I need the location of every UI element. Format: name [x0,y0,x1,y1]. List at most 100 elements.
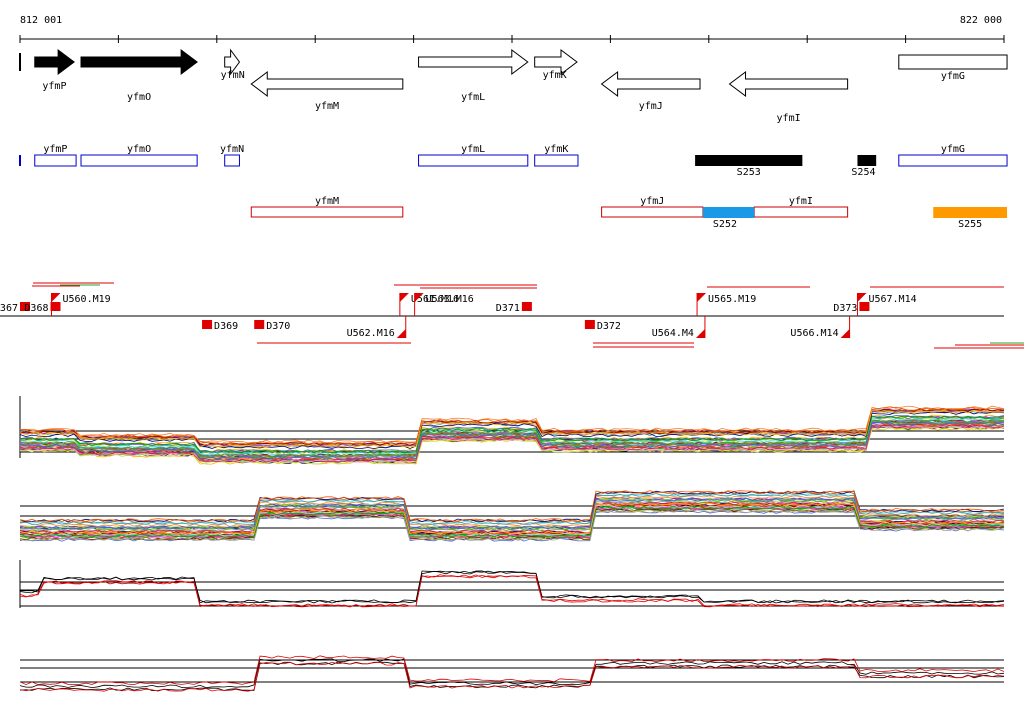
gene-arrow-yfmL[interactable] [418,49,529,75]
up-marker-label: U560.M19 [62,294,110,305]
gene-label-yfmK: yfmK [543,70,567,81]
blue-box-label-yfmO: yfmO [127,144,151,155]
red-box-label-yfmM: yfmM [315,196,339,207]
down-marker-flag[interactable] [695,329,705,338]
axis-start-label: 812 001 [20,15,62,26]
gene-label-yfmP: yfmP [42,81,66,92]
up-marker-flag[interactable] [399,293,409,302]
gene-arrow-yfmM[interactable] [250,71,404,97]
down-marker-flag[interactable] [396,329,406,338]
axis-end-label: 822 000 [960,15,1002,26]
d-marker-label: D367 [0,303,18,314]
up-marker-flag[interactable] [414,293,424,302]
profile-line [19,502,1005,535]
blue-box-yfmG[interactable] [898,154,1008,167]
segment-label-S253: S253 [737,167,761,178]
gene-arrow-yfmN[interactable] [224,48,241,76]
up-marker-flag[interactable] [51,293,61,302]
blue-box-yfmK[interactable] [534,154,579,167]
blue-box-label-yfmG: yfmG [941,144,965,155]
gene-arrow-yfmO[interactable] [80,49,198,75]
gene-label-yfmJ: yfmJ [639,101,663,112]
down-marker-label: U564.M4 [652,328,694,339]
blue-box-label-yfmP: yfmP [43,144,67,155]
d-marker-label: D373 [833,303,857,314]
d-marker-box[interactable] [859,302,870,311]
d-marker-box[interactable] [20,302,30,311]
profile-line [19,421,1005,460]
profile-line [19,505,1005,538]
profile-line [19,661,1005,692]
segment-S252[interactable] [702,207,755,218]
blue-box-label-yfmK: yfmK [544,144,568,155]
d-marker-label: D371 [496,303,520,314]
blue-box-yfmL[interactable] [418,154,529,167]
profile-line [19,415,1005,454]
down-marker-flag[interactable] [840,329,850,338]
profile-line [19,570,1005,604]
profile-line [19,411,1005,450]
red-box-yfmM[interactable] [250,206,404,218]
gene-annotation-track: yfmP yfmO yfmN yfmM yfmL yfmK yfmJ yfmI yfmG [19,48,1008,124]
down-marker-label: U566.M14 [790,328,838,339]
profile-line [19,493,1005,525]
up-marker-flag[interactable] [697,293,707,302]
segment-S255[interactable] [933,207,1008,218]
up-marker-flag[interactable] [857,293,867,302]
profile-line [19,424,1005,463]
red-box-label-yfmI: yfmI [789,196,813,207]
d-marker-box[interactable] [521,302,532,311]
d-marker-label: D368 [24,303,48,314]
profile-line [19,420,1005,459]
profile-line [19,490,1005,522]
transcript-box-track: yfmP yfmO yfmN yfmL yfmK yfmG yfmM yfmJ yfmI S253… [19,144,1008,230]
red-box-yfmJ[interactable] [601,206,704,218]
d-marker-box[interactable] [50,302,61,311]
profile-line [19,510,1005,542]
coordinate-axis: 812 001 822 000 [19,15,1005,43]
profile-line [19,658,1005,689]
gene-arrow-yfmP[interactable] [34,49,75,75]
segment-label-S252: S252 [713,219,737,230]
segment-label-S255: S255 [958,219,982,230]
d-marker-label: D370 [266,321,290,332]
segment-S253[interactable] [695,155,803,166]
blue-box-yfmP[interactable] [34,154,77,167]
d-marker-box[interactable] [202,320,213,329]
down-marker-label: U562.M16 [347,328,395,339]
gene-label-yfmI: yfmI [777,113,801,124]
red-box-label-yfmJ: yfmJ [640,196,664,207]
d-marker-label: D372 [597,321,621,332]
up-marker-label: U561.M16 [411,294,459,305]
axis-ticks [19,35,1005,43]
blue-box-yfmN[interactable] [224,154,240,167]
segment-S254[interactable] [857,155,877,166]
gene-label-yfmM: yfmM [315,101,339,112]
up-marker-label: U563.M16 [426,294,474,305]
gene-label-yfmO: yfmO [127,92,151,103]
gene-label-yfmL: yfmL [461,92,485,103]
profile-line [19,575,1005,608]
segment-label-S254: S254 [851,167,875,178]
up-marker-label: U565.M19 [708,294,756,305]
gene-arrow-yfmI[interactable] [728,71,849,97]
red-box-yfmI[interactable] [753,206,849,218]
profile-line [20,508,1005,541]
profile-line [19,498,1005,530]
profile-line [19,655,1005,686]
blue-box-yfmO[interactable] [80,154,198,167]
expression-profile-tracks [19,396,1005,692]
d-marker-box[interactable] [584,320,595,329]
gene-arrow-yfmK[interactable] [534,49,578,75]
gene-label-yfmN: yfmN [221,70,245,81]
profile-line [19,509,1005,542]
gene-arrow-yfmJ[interactable] [600,71,701,97]
gene-label-yfmG: yfmG [941,71,965,82]
up-marker-label: U567.M14 [868,294,916,305]
d-marker-box[interactable] [254,320,265,329]
gene-arrow-yfmG[interactable] [898,54,1008,70]
d-marker-label: D369 [214,321,238,332]
blue-box-label-yfmL: yfmL [461,144,485,155]
